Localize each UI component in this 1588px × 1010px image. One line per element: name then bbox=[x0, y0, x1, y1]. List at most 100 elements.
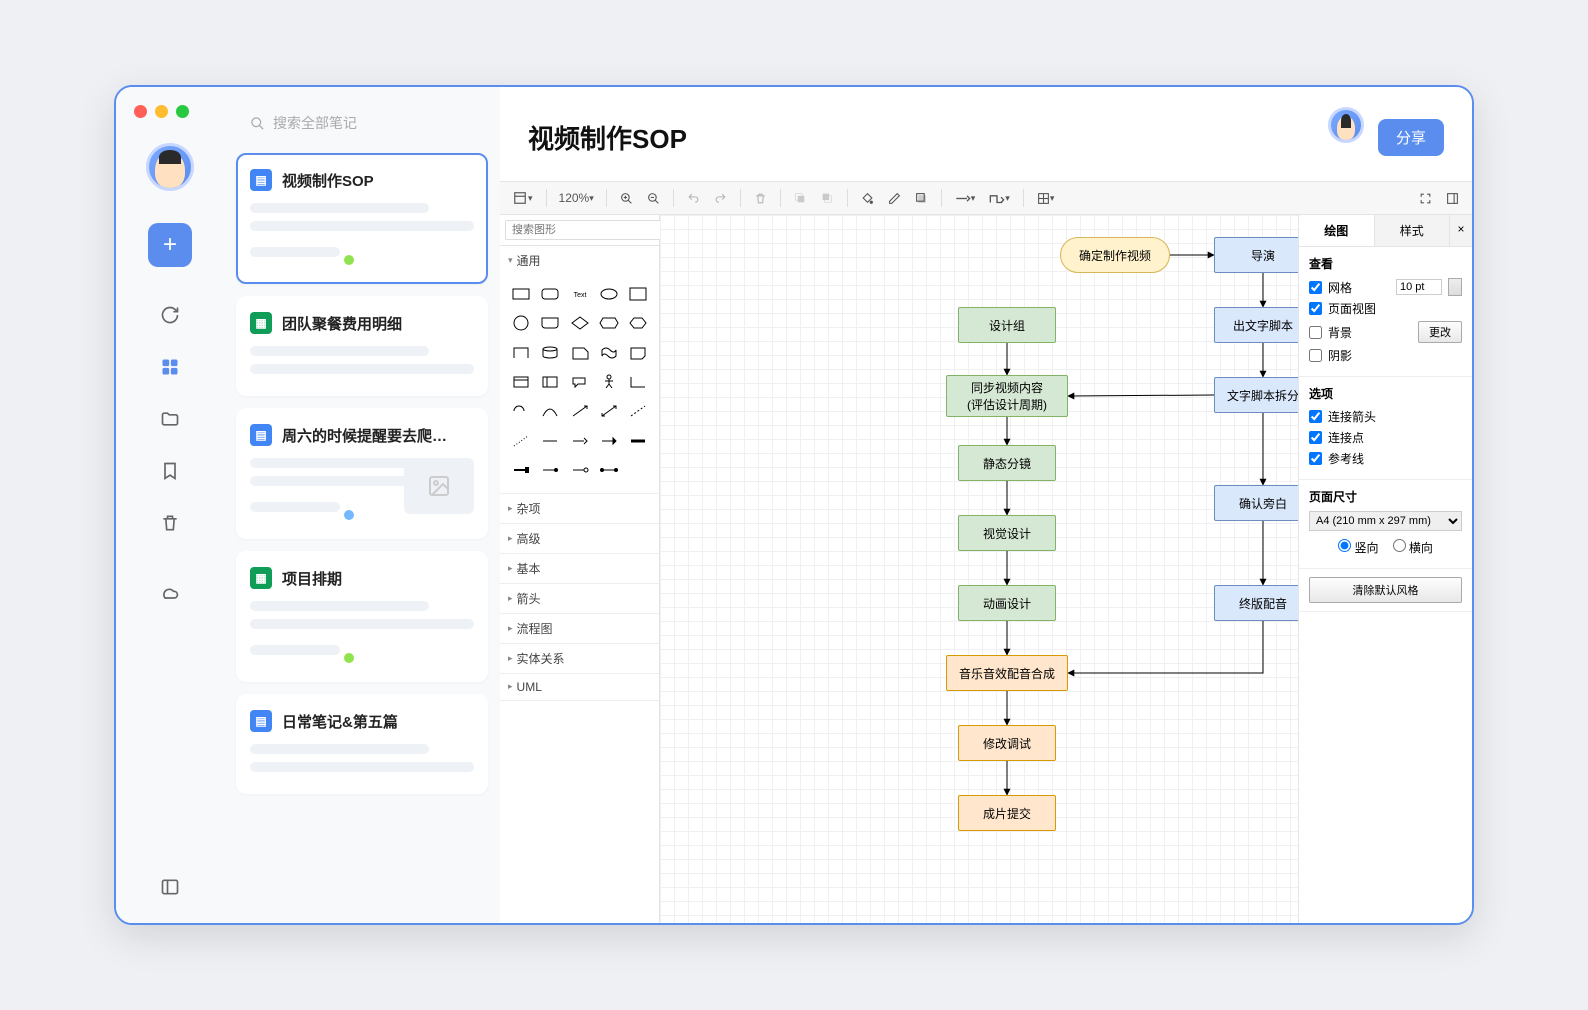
arrow-checkbox[interactable] bbox=[1309, 410, 1322, 423]
note-card[interactable]: ▦项目排期 bbox=[236, 551, 488, 682]
shape-item[interactable]: Text bbox=[567, 281, 592, 306]
flowchart-node[interactable]: 成片提交 bbox=[958, 795, 1056, 831]
pageview-checkbox[interactable] bbox=[1309, 302, 1322, 315]
guide-checkbox[interactable] bbox=[1309, 452, 1322, 465]
shape-item[interactable] bbox=[508, 457, 533, 482]
flowchart-node[interactable]: 终版配音 bbox=[1214, 585, 1298, 621]
shape-item[interactable] bbox=[508, 369, 533, 394]
landscape-radio[interactable] bbox=[1393, 539, 1406, 552]
point-checkbox[interactable] bbox=[1309, 431, 1322, 444]
flowchart-node[interactable]: 文字脚本拆分 bbox=[1214, 377, 1298, 413]
shape-item[interactable] bbox=[508, 281, 533, 306]
shape-item[interactable] bbox=[537, 457, 562, 482]
shape-item[interactable] bbox=[567, 399, 592, 424]
zoom-in-button[interactable] bbox=[615, 189, 638, 208]
shape-item[interactable] bbox=[626, 428, 651, 453]
flowchart-node[interactable]: 音乐音效配音合成 bbox=[946, 655, 1068, 691]
shadow-button[interactable] bbox=[910, 189, 933, 208]
tab-diagram[interactable]: 绘图 bbox=[1299, 215, 1375, 246]
shape-item[interactable] bbox=[596, 281, 621, 306]
grid-view-button[interactable] bbox=[148, 345, 192, 389]
grid-stepper[interactable] bbox=[1448, 278, 1462, 296]
minimize-window-button[interactable] bbox=[155, 105, 168, 118]
shape-item[interactable] bbox=[567, 340, 592, 365]
shape-category-header[interactable]: 实体关系 bbox=[500, 644, 659, 673]
background-checkbox[interactable] bbox=[1309, 326, 1322, 339]
waypoint-button[interactable]: ▾ bbox=[984, 189, 1015, 208]
shape-category-header[interactable]: 流程图 bbox=[500, 614, 659, 643]
flowchart-node[interactable]: 同步视频内容(评估设计周期) bbox=[946, 375, 1068, 417]
bookmark-button[interactable] bbox=[148, 449, 192, 493]
shape-item[interactable] bbox=[567, 428, 592, 453]
to-front-button[interactable] bbox=[789, 189, 812, 208]
shadow-checkbox[interactable] bbox=[1309, 349, 1322, 362]
tab-style[interactable]: 样式 bbox=[1375, 215, 1451, 246]
shape-category-header[interactable]: 箭头 bbox=[500, 584, 659, 613]
shape-category-header[interactable]: UML bbox=[500, 674, 659, 700]
shape-item[interactable] bbox=[537, 399, 562, 424]
note-card[interactable]: ▤周六的时候提醒要去爬… bbox=[236, 408, 488, 539]
flowchart-node[interactable]: 静态分镜 bbox=[958, 445, 1056, 481]
diagram-canvas[interactable]: 确定制作视频 导演设计组 出文字脚本同步视频内容(评估设计周期) 文字脚本拆分静态分镜… bbox=[660, 215, 1298, 923]
flowchart-node[interactable]: 动画设计 bbox=[958, 585, 1056, 621]
sidebar-toggle-button[interactable] bbox=[148, 865, 192, 909]
trash-button[interactable] bbox=[148, 501, 192, 545]
shape-category-header[interactable]: 杂项 bbox=[500, 494, 659, 523]
shape-item[interactable] bbox=[626, 399, 651, 424]
shape-item[interactable] bbox=[596, 428, 621, 453]
share-button[interactable]: 分享 bbox=[1378, 119, 1444, 156]
new-note-button[interactable]: + bbox=[148, 223, 192, 267]
close-panel-button[interactable]: × bbox=[1450, 215, 1472, 246]
shape-item[interactable] bbox=[508, 310, 533, 335]
shape-item[interactable] bbox=[508, 399, 533, 424]
to-back-button[interactable] bbox=[816, 189, 839, 208]
fill-color-button[interactable] bbox=[856, 189, 879, 208]
shape-item[interactable] bbox=[596, 369, 621, 394]
portrait-radio[interactable] bbox=[1338, 539, 1351, 552]
undo-button[interactable] bbox=[682, 189, 705, 208]
shape-item[interactable] bbox=[596, 399, 621, 424]
line-color-button[interactable] bbox=[883, 189, 906, 208]
shape-item[interactable] bbox=[537, 310, 562, 335]
flowchart-node[interactable]: 出文字脚本 bbox=[1214, 307, 1298, 343]
flowchart-node[interactable]: 视觉设计 bbox=[958, 515, 1056, 551]
folder-button[interactable] bbox=[148, 397, 192, 441]
shape-item[interactable] bbox=[508, 428, 533, 453]
grid-size-input[interactable] bbox=[1396, 279, 1442, 295]
close-window-button[interactable] bbox=[134, 105, 147, 118]
shape-item[interactable] bbox=[626, 340, 651, 365]
maximize-window-button[interactable] bbox=[176, 105, 189, 118]
page-size-select[interactable]: A4 (210 mm x 297 mm) bbox=[1309, 511, 1462, 531]
shape-item[interactable] bbox=[567, 369, 592, 394]
shape-search-input[interactable] bbox=[505, 220, 661, 240]
view-menu-button[interactable]: ▾ bbox=[508, 188, 538, 208]
search-box[interactable]: 搜索全部笔记 bbox=[236, 105, 488, 141]
flowchart-node[interactable]: 导演 bbox=[1214, 237, 1298, 273]
flowchart-node[interactable]: 修改调试 bbox=[958, 725, 1056, 761]
shape-item[interactable] bbox=[626, 369, 651, 394]
table-button[interactable]: ▾ bbox=[1032, 189, 1060, 208]
clear-style-button[interactable]: 清除默认风格 bbox=[1309, 577, 1462, 603]
shape-item[interactable] bbox=[537, 369, 562, 394]
change-background-button[interactable]: 更改 bbox=[1418, 321, 1462, 343]
delete-button[interactable] bbox=[749, 189, 772, 208]
shape-item[interactable] bbox=[626, 281, 651, 306]
flowchart-node[interactable]: 确定制作视频 bbox=[1060, 237, 1170, 273]
shape-category-header[interactable]: 高级 bbox=[500, 524, 659, 553]
flowchart-node[interactable]: 设计组 bbox=[958, 307, 1056, 343]
note-card[interactable]: ▤视频制作SOP bbox=[236, 153, 488, 284]
collaborator-avatar[interactable] bbox=[1328, 107, 1364, 143]
user-avatar[interactable] bbox=[146, 143, 194, 191]
fullscreen-button[interactable] bbox=[1414, 189, 1437, 208]
connection-button[interactable]: ▾ bbox=[950, 189, 981, 208]
shape-item[interactable] bbox=[537, 340, 562, 365]
shape-item[interactable] bbox=[596, 457, 621, 482]
cloud-button[interactable] bbox=[148, 571, 192, 615]
shape-category-header[interactable]: 通用 bbox=[500, 246, 659, 275]
zoom-out-button[interactable] bbox=[642, 189, 665, 208]
sync-button[interactable] bbox=[148, 293, 192, 337]
shape-item[interactable] bbox=[567, 310, 592, 335]
shape-item[interactable] bbox=[537, 428, 562, 453]
shape-item[interactable] bbox=[537, 281, 562, 306]
zoom-dropdown[interactable]: 120% ▾ bbox=[555, 189, 598, 207]
